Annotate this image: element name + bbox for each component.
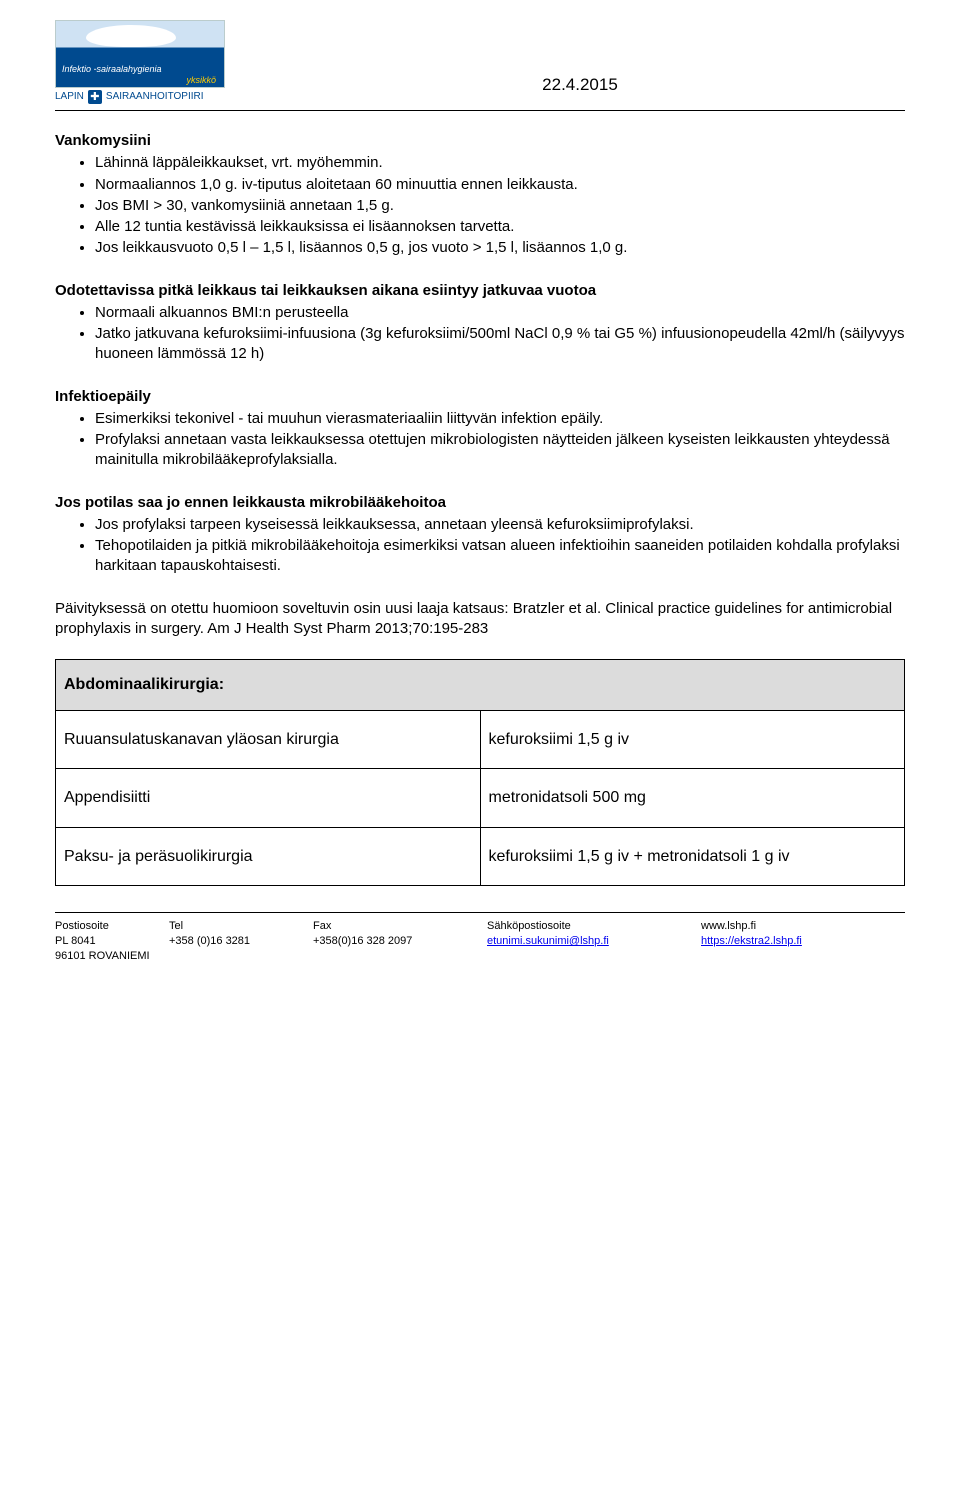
- footer-label-post: Postiosoite: [55, 919, 165, 934]
- list-item: Normaaliannos 1,0 g. iv-tiputus aloiteta…: [95, 175, 905, 195]
- footer-www: www.lshp.fi: [701, 919, 905, 934]
- table-heading-row: Abdominaalikirurgia:: [56, 660, 905, 711]
- lapin-label: LAPIN: [55, 90, 84, 104]
- bullet-list: Esimerkiksi tekonivel - tai muuhun viera…: [55, 409, 905, 471]
- section-title: Jos potilas saa jo ennen leikkausta mikr…: [55, 493, 905, 513]
- list-item: Jos leikkausvuoto 0,5 l – 1,5 l, lisäann…: [95, 238, 905, 258]
- table-cell: Ruuansulatuskanavan yläosan kirurgia: [56, 710, 481, 769]
- footer-tel: +358 (0)16 3281: [169, 934, 309, 949]
- footer-label-tel: Tel: [169, 919, 309, 934]
- footer-divider: [55, 912, 905, 913]
- table-cell: metronidatsoli 500 mg: [480, 769, 905, 828]
- list-item: Esimerkiksi tekonivel - tai muuhun viera…: [95, 409, 905, 429]
- document-header: Infektio -sairaalahygienia yksikkö LAPIN…: [55, 20, 905, 104]
- bullet-list: Lähinnä läppäleikkaukset, vrt. myöhemmin…: [55, 153, 905, 258]
- logo-image: Infektio -sairaalahygienia yksikkö: [55, 20, 225, 88]
- table-cell: kefuroksiimi 1,5 g iv + metronidatsoli 1…: [480, 827, 905, 886]
- section-jospotilas: Jos potilas saa jo ennen leikkausta mikr…: [55, 493, 905, 577]
- table-row: Paksu- ja peräsuolikirurgia kefuroksiimi…: [56, 827, 905, 886]
- reference-paragraph: Päivityksessä on otettu huomioon soveltu…: [55, 599, 905, 640]
- list-item: Jos BMI > 30, vankomysiiniä annetaan 1,5…: [95, 196, 905, 216]
- footer-label-email: Sähköpostiosoite: [487, 919, 697, 934]
- section-title: Odotettavissa pitkä leikkaus tai leikkau…: [55, 281, 905, 301]
- section-odotettavissa: Odotettavissa pitkä leikkaus tai leikkau…: [55, 281, 905, 365]
- surgery-table: Abdominaalikirurgia: Ruuansulatuskanavan…: [55, 659, 905, 886]
- list-item: Normaali alkuannos BMI:n perusteella: [95, 303, 905, 323]
- footer-ekstra-link[interactable]: https://ekstra2.lshp.fi: [701, 935, 802, 947]
- table-heading: Abdominaalikirurgia:: [56, 660, 905, 711]
- section-title: Vankomysiini: [55, 131, 905, 151]
- list-item: Profylaksi annetaan vasta leikkauksessa …: [95, 430, 905, 471]
- list-item: Jos profylaksi tarpeen kyseisessä leikka…: [95, 515, 905, 535]
- footer-post2: 96101 ROVANIEMI: [55, 949, 905, 964]
- sairaanhoito-label: SAIRAANHOITOPIIRI: [106, 90, 204, 104]
- logo-block: Infektio -sairaalahygienia yksikkö LAPIN…: [55, 20, 255, 104]
- table-cell: Appendisiitti: [56, 769, 481, 828]
- footer-email-link[interactable]: etunimi.sukunimi@lshp.fi: [487, 935, 609, 947]
- document-footer: Postiosoite Tel Fax Sähköpostiosoite www…: [55, 919, 905, 964]
- logo-text-1: Infektio -sairaalahygienia: [62, 63, 162, 75]
- header-divider: [55, 110, 905, 111]
- section-vankomysiini: Vankomysiini Lähinnä läppäleikkaukset, v…: [55, 131, 905, 259]
- plus-icon: ✚: [88, 90, 102, 104]
- footer-post1: PL 8041: [55, 934, 165, 949]
- list-item: Jatko jatkuvana kefuroksiimi-infuusiona …: [95, 324, 905, 365]
- logo-text-2: yksikkö: [186, 74, 216, 86]
- document-date: 22.4.2015: [255, 20, 905, 97]
- section-title: Infektioepäily: [55, 387, 905, 407]
- table-cell: kefuroksiimi 1,5 g iv: [480, 710, 905, 769]
- list-item: Lähinnä läppäleikkaukset, vrt. myöhemmin…: [95, 153, 905, 173]
- footer-label-fax: Fax: [313, 919, 483, 934]
- table-cell: Paksu- ja peräsuolikirurgia: [56, 827, 481, 886]
- bullet-list: Normaali alkuannos BMI:n perusteella Jat…: [55, 303, 905, 365]
- list-item: Alle 12 tuntia kestävissä leikkauksissa …: [95, 217, 905, 237]
- logo-subline: LAPIN ✚ SAIRAANHOITOPIIRI: [55, 90, 255, 104]
- list-item: Tehopotilaiden ja pitkiä mikrobilääkehoi…: [95, 536, 905, 577]
- table-row: Ruuansulatuskanavan yläosan kirurgia kef…: [56, 710, 905, 769]
- section-infektioepaily: Infektioepäily Esimerkiksi tekonivel - t…: [55, 387, 905, 471]
- table-row: Appendisiitti metronidatsoli 500 mg: [56, 769, 905, 828]
- bullet-list: Jos profylaksi tarpeen kyseisessä leikka…: [55, 515, 905, 577]
- footer-fax: +358(0)16 328 2097: [313, 934, 483, 949]
